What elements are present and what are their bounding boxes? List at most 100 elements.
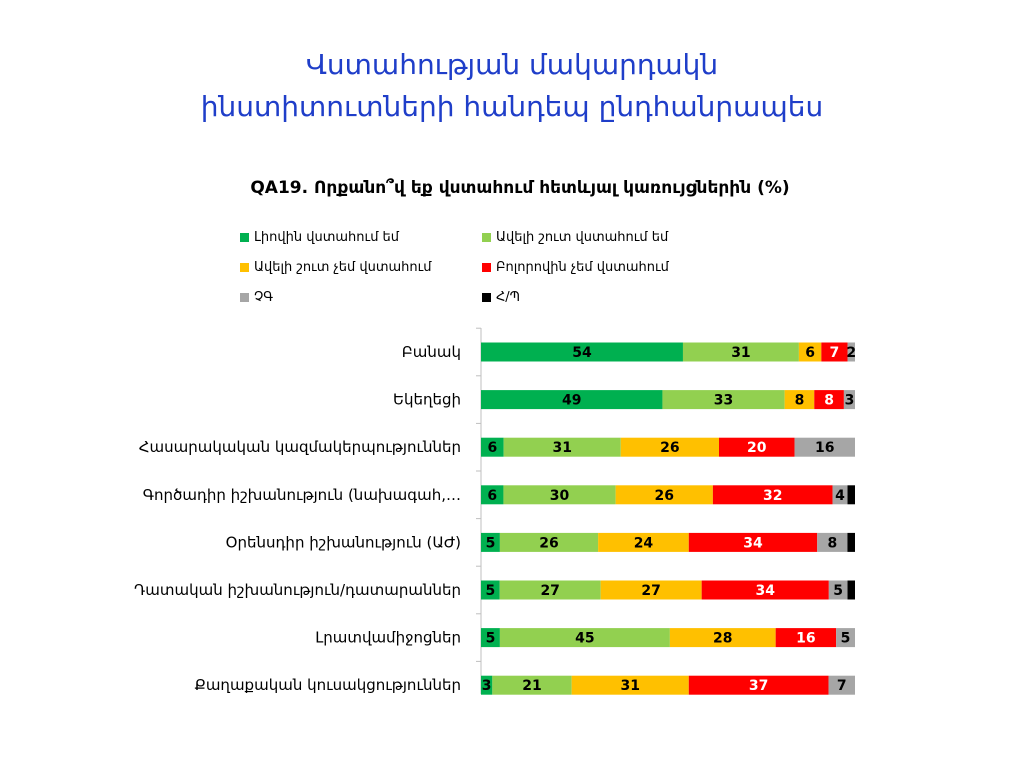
- category-label-legislature: Օրենսդիր իշխանություն (ԱԺ): [226, 533, 461, 551]
- bar-segment-media-s2: [669, 628, 776, 648]
- legend-item-dont-know: ՉԳ: [240, 290, 273, 305]
- bar-segment-legislature-s0: [481, 532, 500, 552]
- bar-segment-church-s1: [662, 390, 785, 410]
- data-label-parties-s2: 31: [620, 678, 639, 694]
- bar-segment-judiciary-s2: [600, 580, 702, 600]
- bar-segment-parties-s0: [481, 675, 493, 695]
- bar-segment-executive-s1: [503, 485, 616, 505]
- bar-segment-judiciary-s3: [701, 580, 829, 600]
- legend-item-refused: Հ/Պ: [482, 290, 520, 305]
- bar-segment-army-s0: [481, 342, 683, 362]
- data-label-media-s4: 5: [841, 631, 851, 647]
- data-label-executive-s4: 4: [835, 488, 845, 504]
- bar-segment-legislature-s3: [688, 532, 818, 552]
- data-label-church-s2: 8: [795, 393, 805, 409]
- bar-segment-ngos-s3: [719, 437, 795, 457]
- data-label-ngos-s0: 6: [487, 440, 497, 456]
- bar-segment-legislature-s1: [499, 532, 599, 552]
- data-label-media-s2: 28: [713, 631, 732, 647]
- data-label-executive-s3: 32: [763, 488, 782, 504]
- data-label-parties-s1: 21: [522, 678, 541, 694]
- bar-segment-army-s4: [847, 342, 855, 362]
- data-label-parties-s0: 3: [482, 678, 492, 694]
- slide-title: Վստահության մակարդակն ինստիտուտների հանդ…: [0, 44, 1024, 128]
- data-label-army-s2: 6: [805, 345, 815, 361]
- data-label-army-s0: 54: [572, 345, 592, 361]
- bar-segment-parties-s1: [492, 675, 572, 695]
- data-label-media-s0: 5: [486, 631, 496, 647]
- chart-legend: Լիովին վստահում եմ Ավելի շուտ վստահում ե…: [240, 230, 740, 310]
- bar-segment-executive-s5: [847, 485, 855, 505]
- data-label-legislature-s0: 5: [486, 535, 496, 551]
- bar-segment-ngos-s4: [794, 437, 855, 457]
- category-label-parties: Քաղաքական կուսակցություններ: [194, 676, 461, 694]
- bar-segment-media-s4: [836, 628, 855, 648]
- legend-label: Լիովին վստահում եմ: [254, 230, 400, 245]
- data-label-judiciary-s2: 27: [641, 583, 660, 599]
- data-label-executive-s1: 30: [550, 488, 570, 504]
- data-label-army-s3: 7: [830, 345, 840, 361]
- category-label-judiciary: Դատական իշխանություն/դատարաններ: [134, 581, 461, 599]
- data-label-parties-s4: 7: [837, 678, 847, 694]
- legend-swatch: [240, 293, 249, 302]
- slide-title-line-2: ինստիտուտների հանդեպ ընդհանրապես: [200, 90, 824, 123]
- category-label-media: Լրատվամիջոցներ: [315, 629, 461, 647]
- bar-segment-media-s0: [481, 628, 500, 648]
- data-label-ngos-s4: 16: [815, 440, 834, 456]
- data-label-army-s4: 2: [846, 345, 856, 361]
- legend-swatch: [240, 233, 249, 242]
- data-label-legislature-s1: 26: [539, 535, 558, 551]
- bar-segment-church-s2: [784, 390, 815, 410]
- data-label-church-s3: 8: [824, 393, 834, 409]
- bar-segment-legislature-s2: [598, 532, 689, 552]
- category-label-army: Բանակ: [402, 343, 461, 361]
- data-label-church-s0: 49: [562, 393, 581, 409]
- data-label-parties-s3: 37: [749, 678, 768, 694]
- legend-label: Բոլորովին չեմ վստահում: [496, 260, 669, 275]
- bar-segment-media-s1: [499, 628, 670, 648]
- bar-segment-church-s0: [481, 390, 663, 410]
- data-label-ngos-s3: 20: [747, 440, 767, 456]
- data-label-media-s3: 16: [796, 631, 815, 647]
- bar-segment-army-s2: [798, 342, 822, 362]
- bar-segment-judiciary-s1: [499, 580, 601, 600]
- legend-label: Ավելի շուտ չեմ վստահում: [254, 260, 432, 275]
- data-label-legislature-s4: 8: [827, 535, 837, 551]
- chart-title: QA19. Որքանո՞վ եք վստահում հետևյալ կառու…: [250, 178, 790, 198]
- bar-segment-judiciary-s4: [828, 580, 848, 600]
- legend-item-fully-distrust: Բոլորովին չեմ վստահում: [482, 260, 669, 275]
- bar-segment-army-s3: [821, 342, 848, 362]
- bar-segment-legislature-s5: [847, 532, 855, 552]
- data-label-church-s1: 33: [714, 393, 733, 409]
- data-label-legislature-s3: 34: [743, 535, 763, 551]
- legend-label: ՉԳ: [254, 290, 274, 305]
- bar-segment-church-s3: [814, 390, 844, 410]
- data-label-judiciary-s3: 34: [755, 583, 775, 599]
- bar-segment-ngos-s1: [503, 437, 621, 457]
- bar-segment-media-s3: [775, 628, 837, 648]
- legend-label: Ավելի շուտ վստահում եմ: [496, 230, 669, 245]
- bar-segment-parties-s3: [688, 675, 829, 695]
- data-label-media-s1: 45: [575, 631, 594, 647]
- bar-segment-ngos-s2: [620, 437, 719, 457]
- data-label-judiciary-s1: 27: [540, 583, 559, 599]
- bar-segment-judiciary-s5: [847, 580, 855, 600]
- data-label-legislature-s2: 24: [634, 535, 654, 551]
- data-label-ngos-s1: 31: [552, 440, 571, 456]
- legend-item-rather-distrust: Ավելի շուտ չեմ վստահում: [240, 260, 432, 275]
- data-label-ngos-s2: 26: [660, 440, 679, 456]
- data-label-church-s4: 3: [845, 393, 855, 409]
- legend-swatch: [240, 263, 249, 272]
- data-label-judiciary-s4: 5: [833, 583, 843, 599]
- data-label-army-s1: 31: [731, 345, 750, 361]
- legend-swatch: [482, 233, 491, 242]
- legend-swatch: [482, 263, 491, 272]
- data-label-judiciary-s0: 5: [485, 583, 495, 599]
- bar-segment-parties-s2: [571, 675, 689, 695]
- bar-segment-ngos-s0: [481, 437, 504, 457]
- bar-segment-executive-s2: [615, 485, 713, 505]
- bar-segment-church-s4: [843, 390, 855, 410]
- category-label-executive: Գործադիր իշխանություն (նախագահ,…: [143, 486, 461, 504]
- legend-item-rather-trust: Ավելի շուտ վստահում եմ: [482, 230, 668, 245]
